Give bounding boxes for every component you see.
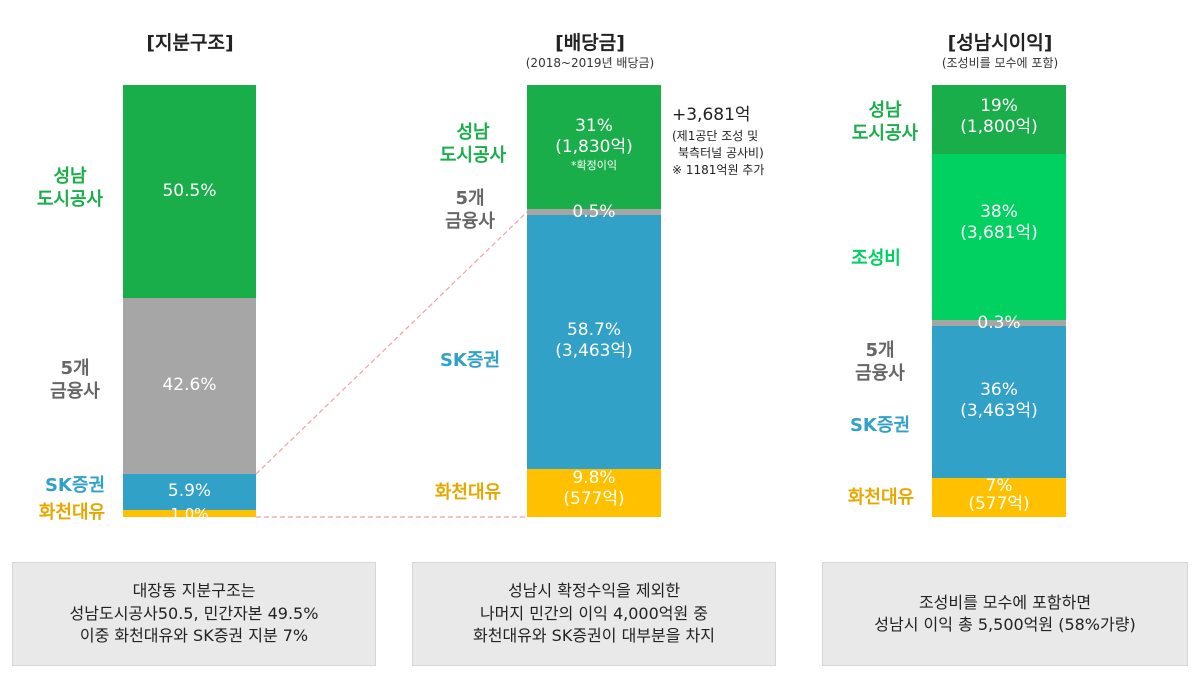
- chart2-label-hwacheon: 9.8% (577억): [563, 468, 625, 510]
- chart2-annotation: +3,681억 (제1공단 조성 및 북측터널 공사비) ※ 1181억원 추가: [672, 105, 765, 177]
- summary-box-2: 성남시 확정수익을 제외한 나머지 민간의 이익 4,000억원 중 화천대유와…: [412, 562, 776, 666]
- chart3-cat-hwacheon: 화천대유: [847, 487, 915, 508]
- chart3-title: [성남시이익]: [947, 32, 1053, 54]
- chart2-title: [배당금]: [555, 32, 625, 54]
- chart3-label-josungbi: 38% (3,681억): [960, 202, 1038, 244]
- chart1-seg-sk: [123, 474, 256, 510]
- chart1-seg-seongnam: [123, 85, 256, 298]
- chart3-label-sk: 36% (3,463억): [960, 380, 1038, 422]
- chart2-seg-finance: [527, 209, 661, 215]
- chart1-label-hwacheon: 1.0%: [170, 505, 209, 523]
- chart3-cat-finance: 5개 금융사: [855, 340, 905, 384]
- chart3-label-finance: 0.3%: [977, 313, 1021, 333]
- chart1-label-finance: 42.6%: [162, 375, 217, 395]
- chart2-seg-seongnam: [527, 85, 661, 209]
- chart1-cat-hwacheon: 화천대유: [38, 502, 106, 523]
- chart2-cat-seongnam: 성남 도시공사: [439, 122, 507, 166]
- chart3-seg-seongnam: [932, 85, 1066, 154]
- chart2-seg-hwacheon: [527, 469, 661, 517]
- chart1-cat-finance: 5개 금융사: [50, 358, 100, 402]
- chart3-seg-finance: [932, 320, 1066, 326]
- chart2-subtitle: (2018~2019년 배당금): [525, 56, 655, 70]
- chart3-label-hwacheon: 7% (577억): [968, 476, 1030, 514]
- chart3-seg-josungbi: [932, 154, 1066, 320]
- chart1-label-sk: 5.9%: [167, 481, 212, 501]
- chart2-label-seongnam: 31% (1,830억) *확정이익: [555, 116, 633, 172]
- chart1-title: [지분구조]: [146, 32, 234, 54]
- chart3-seg-sk: [932, 326, 1066, 478]
- chart2-cat-sk: SK증권: [439, 350, 501, 371]
- chart2-cat-finance: 5개 금융사: [445, 188, 495, 232]
- chart1-cat-seongnam: 성남 도시공사: [36, 166, 104, 210]
- chart1-seg-finance: [123, 298, 256, 474]
- chart3-cat-sk: SK증권: [849, 415, 911, 436]
- summary-box-3: 조성비를 모수에 포함하면 성남시 이익 총 5,500억원 (58%가량): [822, 562, 1188, 666]
- connector-top: [255, 211, 528, 475]
- chart2-label-sk: 58.7% (3,463억): [555, 320, 633, 362]
- chart2-seg-sk: [527, 215, 661, 469]
- chart3-cat-seongnam: 성남 도시공사: [851, 100, 919, 144]
- chart2-cat-hwacheon: 화천대유: [434, 482, 502, 503]
- chart3-label-seongnam: 19% (1,800억): [960, 96, 1038, 138]
- chart2-label-finance: 0.5%: [572, 202, 616, 222]
- chart3-seg-hwacheon: [932, 478, 1066, 517]
- chart3-subtitle: (조성비를 모수에 포함): [941, 56, 1059, 70]
- chart1-cat-sk: SK증권: [44, 475, 106, 496]
- chart1-label-seongnam: 50.5%: [162, 181, 217, 201]
- chart1-seg-hwacheon: [123, 510, 256, 517]
- summary-box-1: 대장동 지분구조는 성남도시공사50.5, 민간자본 49.5% 이중 화천대유…: [12, 562, 376, 666]
- chart3-cat-josungbi: 조성비: [851, 248, 901, 269]
